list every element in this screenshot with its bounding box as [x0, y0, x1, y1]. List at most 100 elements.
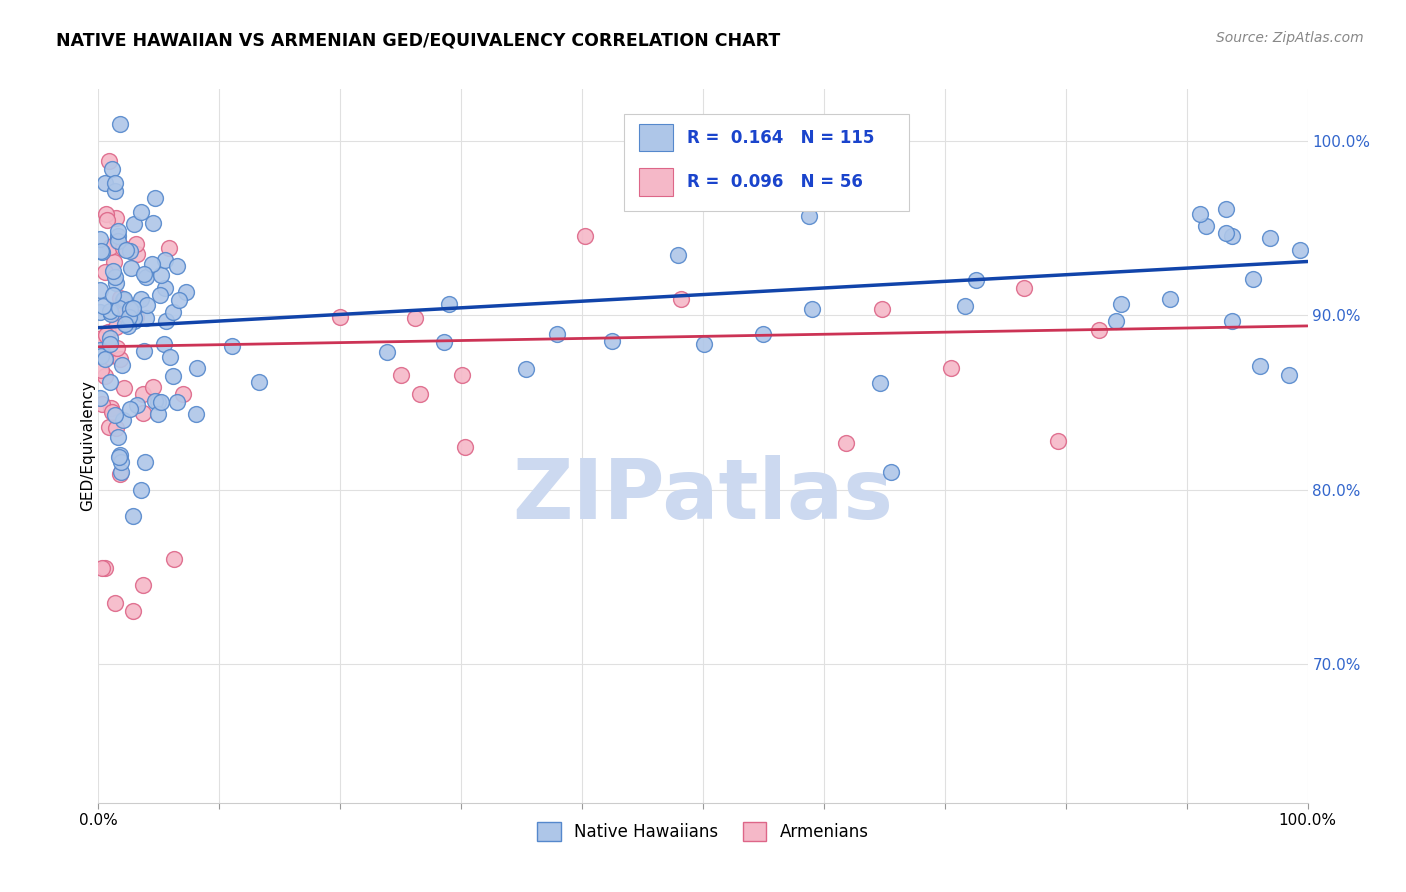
Point	[666, 248, 689, 262]
Point	[124, 310, 146, 324]
Point	[1046, 434, 1069, 448]
Point	[1109, 297, 1132, 311]
Point	[97, 153, 120, 168]
Point	[89, 231, 111, 245]
Point	[100, 331, 122, 345]
Point	[108, 117, 131, 131]
Point	[103, 254, 125, 268]
Point	[433, 334, 456, 349]
Point	[101, 405, 124, 419]
Point	[120, 244, 142, 259]
Point	[117, 318, 139, 333]
Point	[835, 436, 858, 450]
Point	[150, 268, 173, 282]
Point	[100, 303, 122, 318]
Point	[869, 376, 891, 390]
Point	[135, 298, 157, 312]
Point	[120, 261, 142, 276]
Point	[166, 259, 188, 273]
Point	[174, 285, 197, 299]
Point	[122, 217, 145, 231]
Point	[114, 381, 136, 395]
Point	[574, 229, 596, 244]
Point	[122, 301, 145, 316]
Point	[107, 234, 129, 248]
Point	[141, 256, 163, 270]
Point	[515, 362, 537, 376]
Point	[153, 253, 176, 268]
Text: R =  0.096   N = 56: R = 0.096 N = 56	[688, 173, 863, 191]
Text: R =  0.164   N = 115: R = 0.164 N = 115	[688, 128, 875, 146]
Point	[87, 332, 110, 346]
Point	[146, 395, 169, 409]
Point	[98, 336, 121, 351]
Point	[752, 327, 775, 342]
Point	[159, 351, 181, 365]
Point	[104, 596, 127, 610]
Point	[184, 407, 207, 421]
Point	[107, 228, 129, 243]
Point	[1189, 207, 1212, 221]
Point	[89, 343, 111, 357]
Point	[94, 328, 117, 343]
Point	[89, 283, 111, 297]
Point	[94, 352, 117, 367]
Point	[149, 288, 172, 302]
Point	[104, 184, 127, 198]
Point	[162, 369, 184, 384]
Point	[112, 241, 135, 255]
Point	[143, 191, 166, 205]
Point	[122, 311, 145, 326]
Point	[451, 368, 474, 382]
Point	[132, 406, 155, 420]
Point	[114, 309, 136, 323]
Point	[186, 360, 208, 375]
Point	[132, 578, 155, 592]
Point	[125, 237, 148, 252]
Point	[107, 430, 129, 444]
Point	[389, 368, 412, 382]
Point	[134, 267, 156, 281]
Point	[142, 380, 165, 394]
Point	[1012, 280, 1035, 294]
Point	[110, 455, 132, 469]
Point	[104, 408, 127, 422]
Bar	[638, 169, 673, 195]
Point	[1105, 314, 1128, 328]
Point	[122, 604, 145, 618]
Point	[112, 292, 135, 306]
Point	[329, 310, 352, 324]
Point	[167, 293, 190, 308]
Point	[108, 467, 131, 481]
Point	[1159, 292, 1181, 306]
Point	[880, 465, 903, 479]
Point	[121, 509, 143, 524]
Point	[1278, 368, 1301, 383]
Y-axis label: GED/Equivalency: GED/Equivalency	[80, 381, 94, 511]
Point	[157, 241, 180, 255]
Point	[107, 224, 129, 238]
Point	[91, 397, 114, 411]
Point	[90, 363, 112, 377]
Point	[104, 421, 127, 435]
Point	[955, 299, 977, 313]
Point	[134, 455, 156, 469]
Point	[135, 310, 157, 325]
Point	[97, 419, 120, 434]
Point	[98, 240, 121, 254]
Point	[221, 339, 243, 353]
Point	[94, 176, 117, 190]
Point	[103, 270, 125, 285]
Point	[110, 291, 132, 305]
Point	[105, 234, 128, 248]
Point	[797, 209, 820, 223]
Point	[153, 337, 176, 351]
Point	[1220, 314, 1243, 328]
Point	[101, 288, 124, 302]
Point	[146, 407, 169, 421]
Point	[100, 401, 122, 415]
Point	[96, 213, 118, 227]
Point	[118, 310, 141, 324]
Point	[114, 318, 136, 332]
Point	[669, 191, 692, 205]
